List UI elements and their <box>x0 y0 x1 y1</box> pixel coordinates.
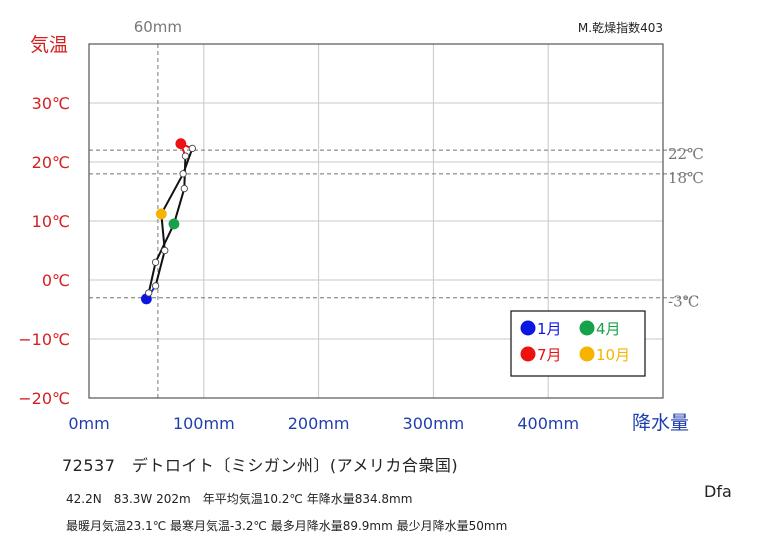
legend-label: 10月 <box>596 346 630 364</box>
legend-label: 7月 <box>537 346 562 364</box>
plot-frame <box>88 43 664 399</box>
legend-swatch <box>520 320 536 336</box>
month-point-4 <box>168 218 180 230</box>
month-point-3 <box>151 258 160 266</box>
legend-swatch <box>579 346 595 362</box>
legend-label: 1月 <box>537 320 562 338</box>
ref-label-temp: 18℃ <box>668 169 704 187</box>
x-tick-label: 300mm <box>403 414 465 433</box>
y-tick-label: 10℃ <box>32 212 70 231</box>
y-tick-label: 0℃ <box>42 271 70 290</box>
month-point-6 <box>181 152 190 160</box>
series-segment <box>154 249 166 287</box>
legend-swatch <box>520 346 536 362</box>
month-point-11 <box>161 246 169 255</box>
y-tick-label: −10℃ <box>18 330 70 349</box>
y-tick-labels: −20℃ −10℃ 0℃ 10℃ 20℃ 30℃ <box>18 94 70 408</box>
x-tick-label: 0mm <box>68 414 109 433</box>
month-point-10 <box>155 208 167 220</box>
month-point-7 <box>175 138 187 150</box>
x-tick-label: 100mm <box>173 414 235 433</box>
legend-box <box>510 310 646 377</box>
dryness-index-label: M.乾燥指数403 <box>578 20 663 35</box>
y-tick-label: 20℃ <box>32 153 70 172</box>
series-segment <box>160 212 166 252</box>
month-point-12 <box>151 282 160 290</box>
month-point-9 <box>179 170 187 178</box>
x-axis-label: 降水量 <box>632 412 689 434</box>
climate-series <box>140 138 196 305</box>
climate-classification: Dfa <box>704 482 732 501</box>
ref-label-temp: -3℃ <box>668 293 699 311</box>
series-segment <box>160 172 185 215</box>
x-tick-labels: 0mm 100mm 200mm 300mm 400mm <box>68 414 579 433</box>
x-tick-label: 200mm <box>288 414 350 433</box>
legend-swatch <box>579 320 595 336</box>
x-tick-label: 400mm <box>517 414 579 433</box>
legend-label: 4月 <box>596 320 621 338</box>
y-tick-label: −20℃ <box>18 389 70 408</box>
series-segment <box>182 147 194 175</box>
y-axis-label: 気温 <box>30 34 68 56</box>
legend: 1月 4月 7月 10月 <box>510 310 646 377</box>
month-point-5 <box>180 184 188 193</box>
y-tick-label: 30℃ <box>32 94 70 113</box>
ref-label-temp: 22℃ <box>668 145 704 163</box>
month-point-2 <box>145 289 153 297</box>
station-summary-line1: 42.2N 83.3W 202m 年平均気温10.2℃ 年降水量834.8mm <box>66 492 413 506</box>
station-summary-line2: 最暖月気温23.1℃ 最寒月気温-3.2℃ 最多月降水量89.9mm 最少月降水… <box>66 519 508 533</box>
series-segment <box>147 261 157 294</box>
ref-label-60mm: 60mm <box>134 18 182 36</box>
station-name: 72537 デトロイト〔ミシガン州〕(アメリカ合衆国) <box>62 456 459 475</box>
series-segment <box>172 187 186 225</box>
month-point-8 <box>188 144 196 153</box>
